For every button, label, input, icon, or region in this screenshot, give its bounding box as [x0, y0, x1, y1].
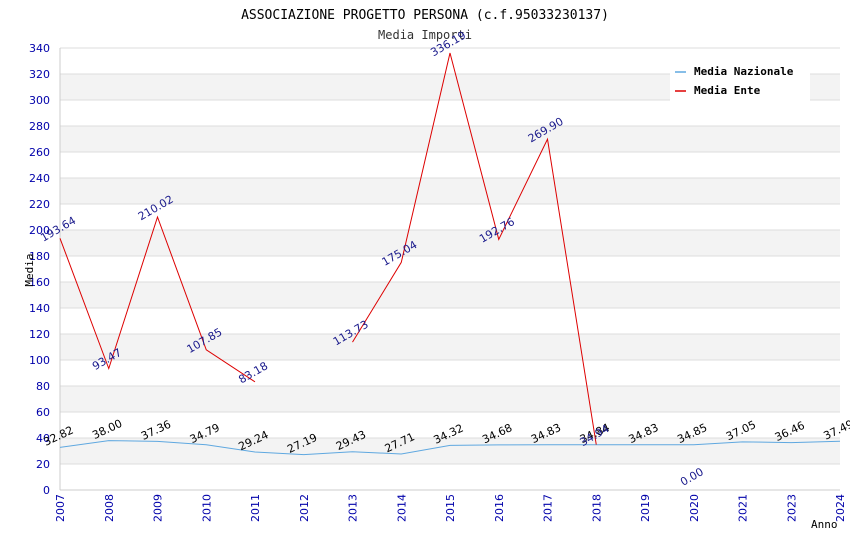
data-label-media-ente: 0.00: [678, 465, 706, 489]
x-tick-label: 2015: [444, 494, 457, 522]
y-tick-label: 340: [29, 42, 50, 55]
x-tick-label: 2009: [152, 494, 165, 522]
y-tick-label: 220: [29, 198, 50, 211]
y-tick-label: 80: [36, 380, 50, 393]
x-tick-label: 2018: [590, 494, 603, 522]
grid-band: [60, 126, 840, 152]
grid-band: [60, 334, 840, 360]
grid-band: [60, 438, 840, 464]
x-tick-label: 2023: [785, 494, 798, 522]
series-lines: [59, 52, 841, 456]
chart-subtitle: Media Importi: [378, 28, 472, 42]
y-tick-label: 160: [29, 276, 50, 289]
y-tick-label: 140: [29, 302, 50, 315]
grid-band: [60, 386, 840, 412]
x-tick-label: 2012: [298, 494, 311, 522]
x-tick-label: 2019: [639, 494, 652, 522]
y-tick-label: 320: [29, 68, 50, 81]
y-axis-label: Media: [23, 253, 36, 286]
y-tick-label: 60: [36, 406, 50, 419]
x-tick-label: 2008: [103, 494, 116, 522]
y-tick-label: 300: [29, 94, 50, 107]
grid-band: [60, 230, 840, 256]
y-tick-label: 120: [29, 328, 50, 341]
series-line-media-nazionale: [59, 440, 841, 456]
x-axis-label: Anno: [811, 518, 838, 531]
legend: Media Nazionale Media Ente: [670, 58, 810, 102]
y-tick-label: 240: [29, 172, 50, 185]
y-tick-label: 20: [36, 458, 50, 471]
y-axis-ticks: 0 20 40 60 80 100 120 140 160 180 200 220 240 260 280 3…: [29, 42, 50, 497]
x-tick-label: 2020: [688, 494, 701, 522]
x-tick-label: 2017: [542, 494, 555, 522]
x-axis-ticks: 2007 2008 2009 2010 2011 2012 2013 2014 2015 2016…: [54, 494, 847, 522]
x-tick-label: 2016: [493, 494, 506, 522]
x-tick-label: 2024: [834, 494, 847, 522]
x-tick-label: 2021: [737, 494, 750, 522]
series-line-media-ente: [352, 52, 597, 445]
grid-band: [60, 282, 840, 308]
x-tick-label: 2007: [54, 494, 67, 522]
series-line-media-ente: [59, 215, 256, 383]
y-tick-label: 260: [29, 146, 50, 159]
data-label-media-ente: 83.18: [236, 359, 270, 386]
legend-box: [670, 58, 810, 102]
y-tick-label: 200: [29, 224, 50, 237]
y-tick-label: 40: [36, 432, 50, 445]
grid-band: [60, 178, 840, 204]
x-tick-label: 2014: [395, 494, 408, 522]
x-tick-label: 2010: [200, 494, 213, 522]
y-tick-label: 0: [43, 484, 50, 497]
legend-label-media-ente: Media Ente: [694, 84, 761, 97]
chart-title: ASSOCIAZIONE PROGETTO PERSONA (c.f.95033…: [241, 8, 609, 23]
y-tick-label: 280: [29, 120, 50, 133]
grid-bands: [60, 74, 840, 464]
x-tick-label: 2013: [347, 494, 360, 522]
y-tick-label: 180: [29, 250, 50, 263]
x-tick-label: 2011: [249, 494, 262, 522]
legend-label-media-nazionale: Media Nazionale: [694, 65, 794, 78]
y-tick-label: 100: [29, 354, 50, 367]
